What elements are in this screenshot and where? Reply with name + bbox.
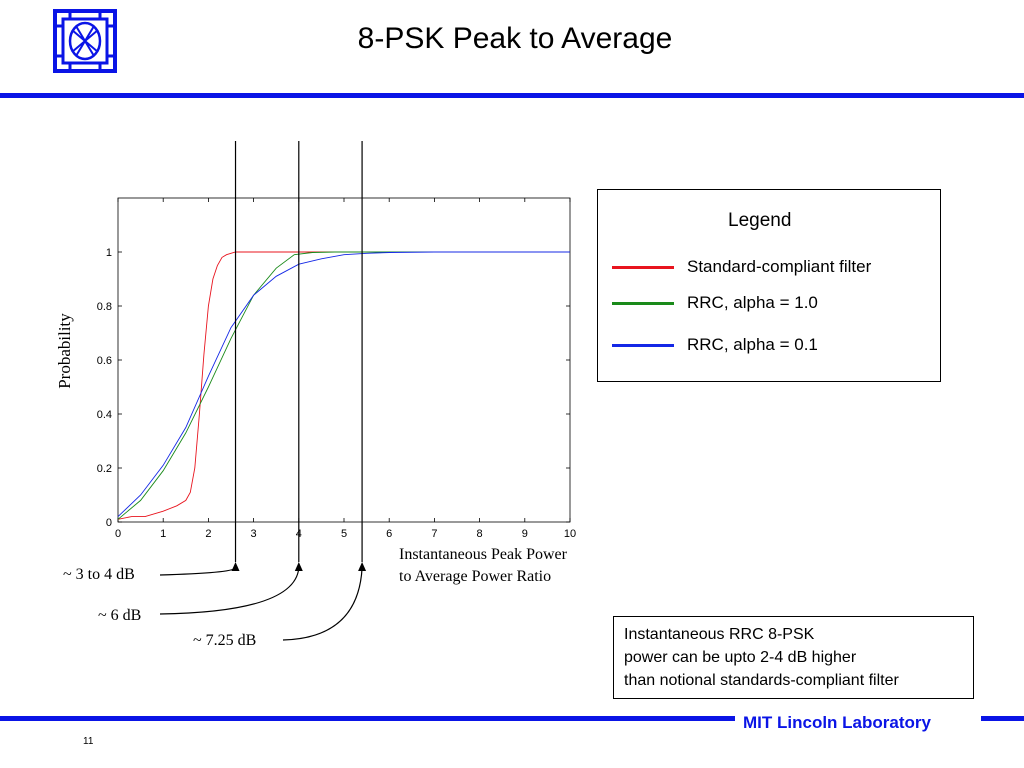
legend-title: Legend	[728, 210, 792, 231]
y-tick-label: 0	[106, 517, 112, 529]
bottom-divider-left	[0, 716, 735, 721]
y-tick-label: 0.8	[97, 301, 112, 313]
annotation-arrow-0	[159, 567, 236, 576]
y-tick-label: 0.4	[97, 409, 112, 421]
annotation-7-25-db: ~ 7.25 dB	[193, 632, 257, 649]
x-tick-label: 8	[477, 528, 483, 540]
chart-series	[117, 251, 570, 520]
note-box: Instantaneous RRC 8-PSK power can be upt…	[613, 616, 974, 699]
note-line-2: power can be upto 2-4 dB higher	[624, 649, 857, 666]
x-tick-label: 5	[341, 528, 347, 540]
annotation-arrowhead-0	[231, 562, 240, 571]
x-tick-label: 1	[160, 528, 166, 540]
y-tick-label: 0.6	[97, 355, 112, 367]
annotation-6-db: ~ 6 dB	[98, 607, 142, 624]
x-axis-label-line-2: to Average Power Ratio	[399, 568, 552, 585]
x-tick-label: 6	[386, 528, 392, 540]
annotation-3-to-4-db: ~ 3 to 4 dB	[63, 566, 135, 583]
series-line-1	[117, 251, 570, 520]
top-divider	[0, 93, 1024, 98]
annotation-arrow-2	[282, 567, 363, 641]
annotation-arrows	[159, 562, 367, 641]
chart-marker-lines	[234, 141, 363, 562]
chart-axes	[117, 197, 571, 523]
note-line-1: Instantaneous RRC 8-PSK	[624, 626, 815, 643]
legend-label-standard: Standard-compliant filter	[687, 257, 872, 276]
mit-logo	[53, 9, 117, 73]
legend-swatch-green	[612, 302, 674, 305]
bottom-divider-right	[981, 716, 1024, 721]
plot-frame	[117, 197, 571, 523]
chart-ticks: 01234567891000.20.40.60.81	[97, 198, 576, 540]
chart-legend: Legend Standard-compliant filter RRC, al…	[597, 189, 941, 382]
slide-title: 8-PSK Peak to Average	[357, 22, 673, 55]
footer-lab-name: MIT Lincoln Laboratory	[743, 713, 931, 732]
x-tick-label: 9	[522, 528, 528, 540]
series-line-0	[117, 251, 570, 520]
x-tick-label: 3	[251, 528, 257, 540]
legend-swatch-red	[612, 266, 674, 269]
x-tick-label: 7	[431, 528, 437, 540]
series-line-2	[117, 251, 570, 517]
x-tick-label: 10	[564, 528, 576, 540]
y-tick-label: 0.2	[97, 463, 112, 475]
annotation-arrowhead-2	[358, 562, 367, 571]
x-tick-label: 2	[205, 528, 211, 540]
note-line-3: than notional standards-compliant filter	[624, 672, 899, 689]
x-axis-label-line-1: Instantaneous Peak Power	[399, 546, 567, 563]
annotation-arrow-1	[159, 567, 300, 615]
legend-label-rrc-1-0: RRC, alpha = 1.0	[687, 293, 818, 312]
legend-swatch-blue	[612, 344, 674, 347]
legend-label-rrc-0-1: RRC, alpha = 0.1	[687, 335, 818, 354]
x-axis-label: Instantaneous Peak Power to Average Powe…	[399, 544, 567, 588]
page-number: 11	[83, 736, 94, 747]
x-tick-label: 0	[115, 528, 121, 540]
y-tick-label: 1	[106, 247, 112, 259]
annotation-arrowhead-1	[294, 562, 303, 571]
y-axis-label: Probability	[55, 313, 74, 389]
